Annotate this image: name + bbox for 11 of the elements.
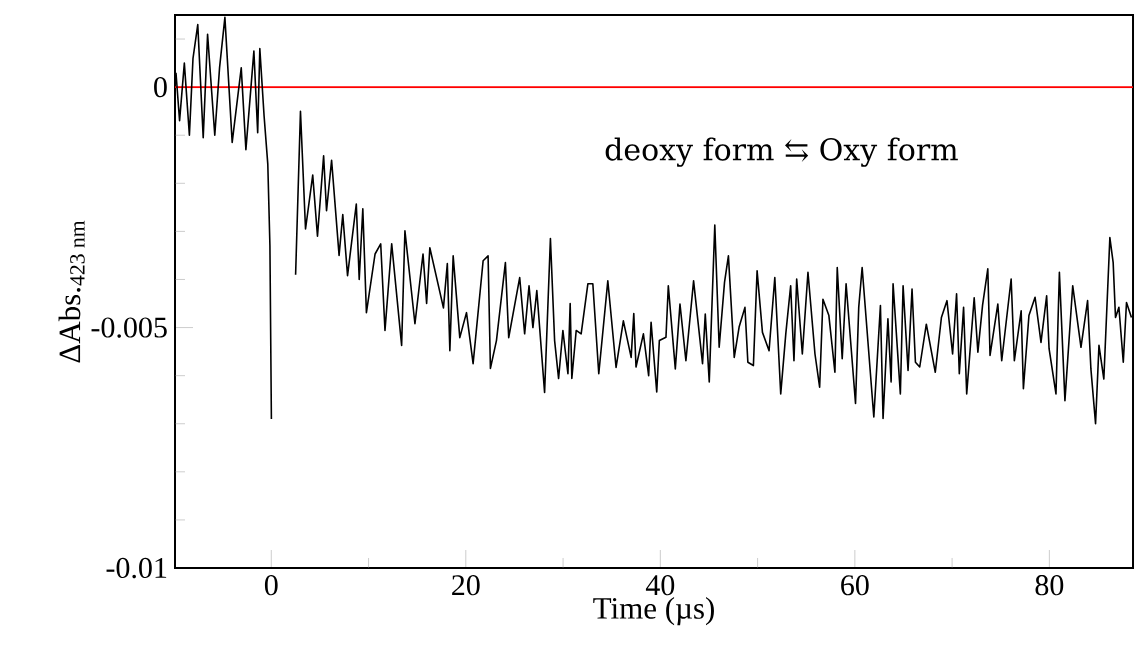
y-tick-label: -0.01 (106, 557, 167, 579)
x-axis-title: Time (µs) (593, 597, 714, 626)
y-tick-label: -0.005 (91, 317, 167, 338)
y-tick-label: 0 (154, 77, 167, 98)
x-tick-label: 20 (452, 575, 480, 596)
x-tick-label: 0 (264, 575, 278, 596)
x-tick-label: 60 (841, 575, 869, 596)
x-tick-label: 40 (645, 575, 675, 596)
x-tick-label: 80 (1035, 575, 1064, 596)
annotation: deoxy form ⇆ Oxy form (605, 137, 958, 167)
y-axis-title: ΔAbs.$_{423 nm}$ (58, 220, 85, 363)
